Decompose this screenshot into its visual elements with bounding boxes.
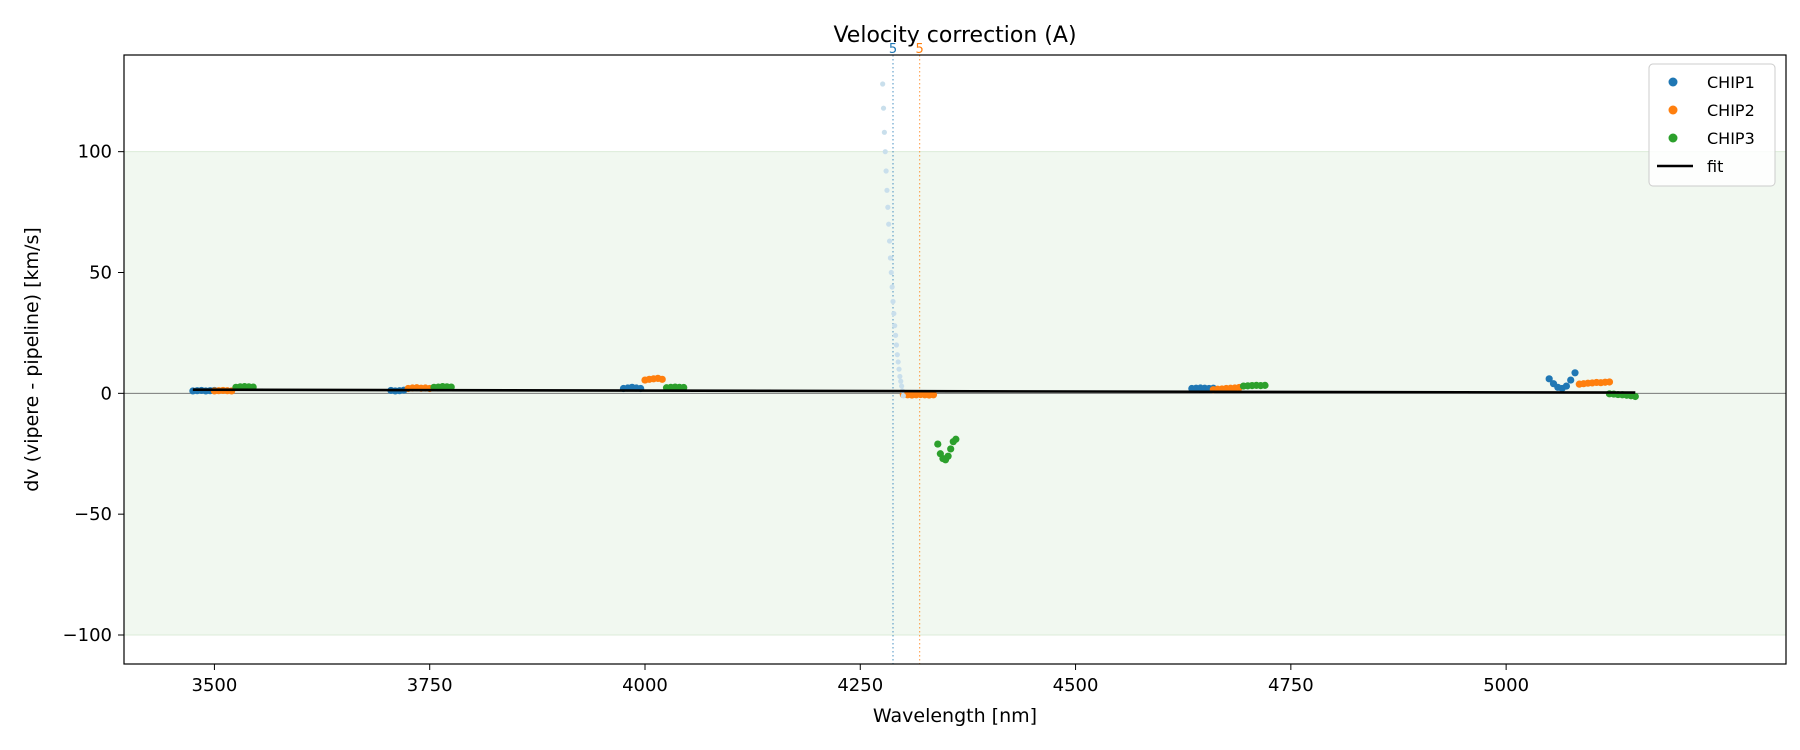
data-point-chip2-3-5: [658, 375, 666, 383]
x-tick-label-4750: 4750: [1268, 675, 1314, 696]
data-point-chip1-rejected-1-25: [900, 393, 906, 399]
data-point-chip1-rejected-1-8: [886, 221, 892, 227]
data-point-chip1-rejected-1-11: [888, 269, 894, 276]
legend-marker-chip1: [1668, 77, 1678, 87]
legend-marker-chip3: [1668, 133, 1678, 143]
chart-title: Velocity correction (A): [833, 23, 1076, 48]
x-tick-label-4000: 4000: [622, 675, 668, 696]
legend-label-chip3: CHIP3: [1707, 129, 1755, 148]
legend-label-fit: fit: [1707, 157, 1723, 176]
data-point-chip3-4-8: [952, 435, 960, 443]
data-point-chip1-rejected-1-22: [898, 378, 904, 384]
data-point-chip1-rejected-1-4: [882, 149, 888, 155]
y-tick-label--50: −50: [74, 504, 112, 525]
data-point-chip1-rejected-1-14: [891, 310, 897, 317]
fit-line: [192, 388, 1636, 394]
x-axis: 3500 3750 4000 4250 4500 4750 5000: [192, 664, 1529, 696]
data-point-chip1-rejected-1-23: [899, 383, 905, 389]
data-point-chip1-rejected-1-18: [894, 352, 900, 358]
x-tick-label-4250: 4250: [837, 675, 883, 696]
y-tick-label-100: 100: [78, 142, 112, 163]
data-point-chip1-rejected-1-13: [890, 298, 896, 305]
y-tick-label--100: −100: [63, 625, 112, 646]
vertical-marker-label-2: 5: [916, 42, 924, 57]
y-axis: −100 −50 0 50 100: [63, 142, 124, 646]
data-point-chip1-rejected-1-10: [887, 255, 894, 261]
data-point-chip1-rejected-1-2: [880, 105, 887, 111]
vertical-marker-label-1: 5: [889, 42, 897, 57]
data-point-chip2-4-8: [929, 391, 938, 399]
data-point-chip1-5-1: [1545, 375, 1553, 383]
data-point-chip1-5-5: [1562, 382, 1571, 390]
data-point-chip1-rejected-1-15: [892, 323, 898, 329]
data-point-chip1-rejected-1-9: [886, 238, 893, 244]
data-point-chip1-rejected-1-3: [881, 129, 887, 135]
x-tick-label-4500: 4500: [1053, 675, 1099, 696]
data-point-chip3-4-5: [944, 452, 952, 460]
data-point-chip3-4-6: [947, 445, 955, 453]
plot-frame: [123, 54, 1787, 665]
data-point-chip1-rejected-1-12: [889, 284, 895, 290]
y-axis-label: dv (vipere - pipeline) [km/s]: [21, 227, 43, 492]
x-tick-label-3500: 3500: [192, 675, 238, 696]
x-tick-label-5000: 5000: [1483, 675, 1529, 696]
data-point-chip3-3-5: [680, 383, 688, 392]
x-tick-label-3750: 3750: [407, 675, 453, 696]
legend-box: [1648, 63, 1776, 187]
data-point-chip1-rejected-1-6: [884, 187, 890, 193]
legend-label-chip1: CHIP1: [1707, 73, 1755, 92]
data-point-chip1-rejected-1-16: [892, 332, 899, 338]
x-axis-label: Wavelength [nm]: [873, 705, 1037, 727]
y-tick-label-0: 0: [101, 383, 112, 404]
legend-marker-chip2: [1668, 105, 1678, 115]
data-point-chip1-rejected-1-21: [897, 373, 903, 380]
y-tick-label-50: 50: [89, 263, 112, 284]
data-point-chip1-rejected-1-20: [896, 366, 902, 372]
data-point-chip3-5-6: [1261, 381, 1269, 389]
data-point-chip1-rejected-1-1: [880, 81, 886, 87]
plot-marks: [189, 81, 1639, 464]
data-point-chip1-5-7: [1571, 369, 1579, 377]
legend-label-chip2: CHIP2: [1707, 101, 1755, 120]
data-point-chip2-6-8: [1605, 378, 1614, 386]
data-point-chip3-2-5: [447, 383, 455, 391]
legend: CHIP1 CHIP2 CHIP3 fit: [1648, 63, 1776, 187]
data-point-chip1-rejected-1-7: [885, 204, 891, 210]
data-point-chip1-rejected-1-5: [883, 168, 889, 174]
data-point-chip1-5-6: [1567, 376, 1575, 384]
data-point-chip3-6-7: [1631, 392, 1639, 401]
data-point-chip1-rejected-1-19: [895, 359, 901, 365]
data-point-chip1-rejected-1-17: [893, 342, 900, 348]
data-point-chip3-4-1: [934, 440, 942, 448]
